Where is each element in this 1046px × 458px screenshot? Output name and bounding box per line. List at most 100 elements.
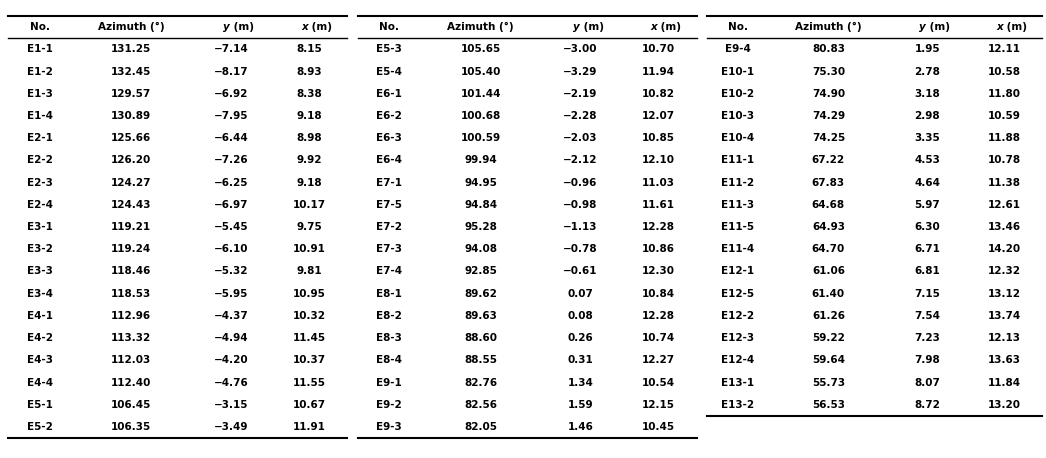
Text: Azimuth (°): Azimuth (°) xyxy=(795,22,862,32)
Text: 12.61: 12.61 xyxy=(987,200,1021,210)
Text: 94.84: 94.84 xyxy=(464,200,497,210)
Text: E3-2: E3-2 xyxy=(27,244,52,254)
Text: −6.97: −6.97 xyxy=(214,200,249,210)
Text: E1-4: E1-4 xyxy=(27,111,52,121)
Text: 95.28: 95.28 xyxy=(464,222,497,232)
Text: (m): (m) xyxy=(658,22,681,32)
Text: 82.76: 82.76 xyxy=(464,377,497,387)
Text: 10.91: 10.91 xyxy=(293,244,325,254)
Text: 126.20: 126.20 xyxy=(111,155,152,165)
Text: −0.78: −0.78 xyxy=(563,244,598,254)
Text: 13.20: 13.20 xyxy=(987,400,1021,410)
Text: E10-4: E10-4 xyxy=(722,133,754,143)
Text: −6.44: −6.44 xyxy=(213,133,249,143)
Text: E6-4: E6-4 xyxy=(377,155,402,165)
Text: 10.78: 10.78 xyxy=(987,155,1021,165)
Text: 11.84: 11.84 xyxy=(987,377,1021,387)
Text: E8-1: E8-1 xyxy=(377,289,402,299)
Text: 124.27: 124.27 xyxy=(111,178,152,188)
Text: 94.08: 94.08 xyxy=(464,244,497,254)
Text: 59.22: 59.22 xyxy=(812,333,845,343)
Text: −1.13: −1.13 xyxy=(564,222,598,232)
Text: 10.58: 10.58 xyxy=(987,66,1021,76)
Text: 8.07: 8.07 xyxy=(914,377,940,387)
Text: 119.21: 119.21 xyxy=(111,222,152,232)
Text: −2.03: −2.03 xyxy=(564,133,598,143)
Text: 0.08: 0.08 xyxy=(568,311,593,321)
Text: 74.29: 74.29 xyxy=(812,111,845,121)
Text: −5.45: −5.45 xyxy=(213,222,249,232)
Text: E6-3: E6-3 xyxy=(377,133,402,143)
Text: 0.26: 0.26 xyxy=(568,333,593,343)
Text: 64.93: 64.93 xyxy=(812,222,845,232)
Text: 1.46: 1.46 xyxy=(568,422,593,432)
Text: E5-1: E5-1 xyxy=(27,400,52,410)
Text: −4.76: −4.76 xyxy=(213,377,249,387)
Text: −4.37: −4.37 xyxy=(213,311,249,321)
Text: E5-2: E5-2 xyxy=(27,422,52,432)
Text: y: y xyxy=(919,22,926,32)
Text: 5.97: 5.97 xyxy=(914,200,940,210)
Text: E3-3: E3-3 xyxy=(27,267,52,277)
Text: 113.32: 113.32 xyxy=(111,333,152,343)
Text: 80.83: 80.83 xyxy=(812,44,845,55)
Text: 10.17: 10.17 xyxy=(293,200,325,210)
Text: 0.07: 0.07 xyxy=(568,289,593,299)
Text: (m): (m) xyxy=(1003,22,1027,32)
Text: −7.14: −7.14 xyxy=(213,44,249,55)
Text: 3.35: 3.35 xyxy=(914,133,940,143)
Text: E1-2: E1-2 xyxy=(27,66,52,76)
Text: 6.71: 6.71 xyxy=(914,244,940,254)
Text: E2-1: E2-1 xyxy=(27,133,52,143)
Text: 0.31: 0.31 xyxy=(568,355,593,365)
Text: 7.15: 7.15 xyxy=(914,289,940,299)
Text: −0.96: −0.96 xyxy=(564,178,597,188)
Text: E2-4: E2-4 xyxy=(27,200,52,210)
Text: 10.67: 10.67 xyxy=(293,400,325,410)
Text: −5.32: −5.32 xyxy=(214,267,249,277)
Text: 14.20: 14.20 xyxy=(987,244,1021,254)
Text: 8.93: 8.93 xyxy=(296,66,322,76)
Text: E7-3: E7-3 xyxy=(377,244,402,254)
Text: 10.59: 10.59 xyxy=(987,111,1021,121)
Text: x: x xyxy=(651,22,658,32)
Text: 11.94: 11.94 xyxy=(642,66,675,76)
Text: −4.20: −4.20 xyxy=(213,355,249,365)
Text: 105.65: 105.65 xyxy=(460,44,501,55)
Text: 64.68: 64.68 xyxy=(812,200,845,210)
Text: No.: No. xyxy=(379,22,400,32)
Text: 130.89: 130.89 xyxy=(111,111,152,121)
Text: 10.95: 10.95 xyxy=(293,289,325,299)
Text: Azimuth (°): Azimuth (°) xyxy=(448,22,514,32)
Text: 8.15: 8.15 xyxy=(296,44,322,55)
Text: E4-1: E4-1 xyxy=(27,311,52,321)
Text: E11-5: E11-5 xyxy=(722,222,754,232)
Text: −0.98: −0.98 xyxy=(564,200,597,210)
Text: Azimuth (°): Azimuth (°) xyxy=(98,22,164,32)
Text: E12-3: E12-3 xyxy=(722,333,754,343)
Text: 82.05: 82.05 xyxy=(464,422,497,432)
Text: 112.96: 112.96 xyxy=(111,311,152,321)
Text: E12-4: E12-4 xyxy=(722,355,754,365)
Text: 10.82: 10.82 xyxy=(642,89,675,99)
Text: E9-1: E9-1 xyxy=(377,377,402,387)
Text: E7-1: E7-1 xyxy=(377,178,402,188)
Text: 10.84: 10.84 xyxy=(642,289,675,299)
Text: E12-2: E12-2 xyxy=(722,311,754,321)
Text: −7.26: −7.26 xyxy=(213,155,249,165)
Text: 124.43: 124.43 xyxy=(111,200,152,210)
Text: E4-4: E4-4 xyxy=(26,377,52,387)
Text: 131.25: 131.25 xyxy=(111,44,152,55)
Text: −3.00: −3.00 xyxy=(564,44,598,55)
Text: 8.38: 8.38 xyxy=(296,89,322,99)
Text: 129.57: 129.57 xyxy=(111,89,152,99)
Text: E10-2: E10-2 xyxy=(722,89,754,99)
Text: −2.12: −2.12 xyxy=(564,155,598,165)
Text: 8.72: 8.72 xyxy=(914,400,940,410)
Text: E3-4: E3-4 xyxy=(27,289,52,299)
Text: 7.98: 7.98 xyxy=(914,355,940,365)
Text: 9.18: 9.18 xyxy=(296,111,322,121)
Text: 12.13: 12.13 xyxy=(987,333,1021,343)
Text: 64.70: 64.70 xyxy=(812,244,845,254)
Text: E11-2: E11-2 xyxy=(722,178,754,188)
